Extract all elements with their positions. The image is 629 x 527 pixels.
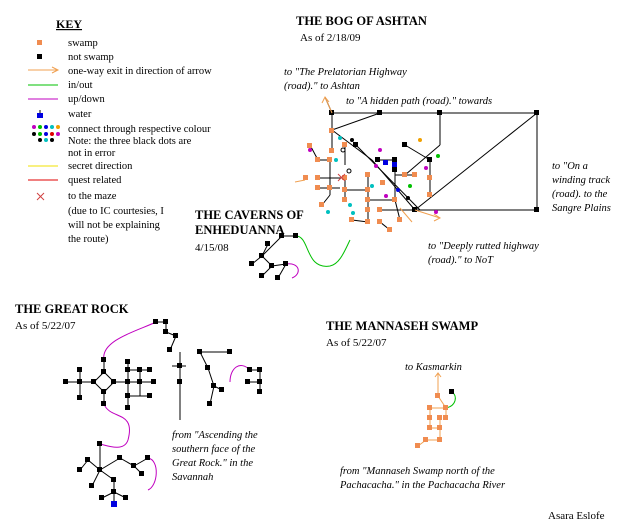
swamp-symbol (37, 40, 42, 45)
caverns-room-network (252, 236, 296, 278)
author-signature: Asara Eslofe (548, 510, 605, 522)
key-maze-note-3: the route) (68, 234, 109, 245)
bog-hidden-path-label: to "A hidden path (road)." towards (346, 96, 492, 107)
mannaseh-kasmarkin-label: to Kasmarkin (405, 362, 462, 373)
bog-room-network (310, 97, 537, 230)
caverns-date: 4/15/08 (195, 242, 229, 254)
bog-rutted-label-2: (road)." to NoT (428, 255, 494, 266)
great-rock-map: THE GREAT ROCK As of 5/22/07 from "Ascen… (15, 302, 262, 507)
great-rock-from-2: southern face of the (172, 444, 255, 455)
water-room (383, 160, 388, 165)
key-water-label: water (68, 109, 92, 120)
key-maze-label: to the maze (68, 191, 117, 202)
mannaseh-from-1: from "Mannaseh Swamp north of the (340, 466, 495, 477)
bog-track-label-3: (road). to the (552, 189, 608, 200)
map-key: KEY swamp not swamp one-way exit in dire… (28, 17, 212, 245)
key-connect-note-2: not in error (68, 148, 116, 159)
key-connect-note-1: Note: the three black dots are (68, 136, 192, 147)
bog-track-label-4: Sangre Plains (552, 203, 611, 214)
caverns-title-1: THE CAVERNS OF (195, 208, 304, 222)
bog-track-label-2: winding track (552, 175, 610, 186)
water-symbol (37, 113, 43, 118)
maze-x-icon (37, 193, 44, 200)
key-maze-note-1: (due to IC courtesies, I (68, 206, 164, 217)
key-quest-label: quest related (68, 175, 122, 186)
water-room (111, 501, 117, 507)
colour-dots-symbol (32, 125, 60, 142)
great-rock-date: As of 5/22/07 (15, 320, 76, 332)
water-room (392, 162, 397, 167)
key-secret-label: secret direction (68, 161, 133, 172)
great-rock-rooms (63, 319, 262, 507)
bog-prelatorian-label-1: to "The Prelatorian Highway (284, 67, 407, 78)
mannaseh-date: As of 5/22/07 (326, 337, 387, 349)
caverns-map: THE CAVERNS OF ENHEDUANNA 4/15/08 (195, 208, 350, 280)
bog-colour-dots (308, 136, 440, 215)
mannaseh-from-2: Pachacacha." in the Pachacacha River (339, 480, 506, 491)
key-heading: KEY (56, 17, 82, 31)
great-rock-from-3: Great Rock." in the (172, 458, 253, 469)
great-rock-from-4: Savannah (172, 472, 213, 483)
bog-date: As of 2/18/09 (300, 32, 361, 44)
mannaseh-title: THE MANNASEH SWAMP (326, 319, 478, 333)
caverns-title-2: ENHEDUANNA (195, 223, 285, 237)
bog-rooms (303, 110, 539, 232)
great-rock-title: THE GREAT ROCK (15, 302, 129, 316)
key-not-swamp-label: not swamp (68, 52, 114, 63)
key-in-out-label: in/out (68, 80, 93, 91)
key-up-down-label: up/down (68, 94, 106, 105)
key-one-way-label: one-way exit in direction of arrow (68, 66, 212, 77)
key-swamp-label: swamp (68, 38, 98, 49)
caverns-rooms (249, 233, 298, 280)
bog-track-label-1: to "On a (552, 161, 588, 172)
mannaseh-rooms (415, 389, 454, 448)
key-maze-note-2: will not be explaining (68, 220, 161, 231)
bog-title: THE BOG OF ASHTAN (296, 14, 427, 28)
bog-rutted-label-1: to "Deeply rutted highway (428, 241, 539, 252)
mannaseh-network (418, 380, 446, 446)
mannaseh-swamp-map: THE MANNASEH SWAMP As of 5/22/07 to Kasm… (326, 319, 506, 491)
caverns-in-out-link (296, 236, 350, 266)
bog-of-ashtan-map: THE BOG OF ASHTAN As of 2/18/09 to "The … (284, 14, 611, 266)
not-swamp-symbol (37, 54, 42, 59)
bog-prelatorian-label-2: (road)." to Ashtan (284, 81, 360, 92)
key-connect-label: connect through respective colour (68, 124, 211, 135)
great-rock-from-1: from "Ascending the (172, 430, 258, 441)
